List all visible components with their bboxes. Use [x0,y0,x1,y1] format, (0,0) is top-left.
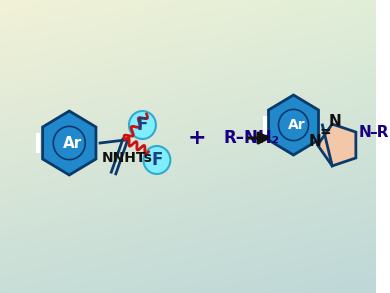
Polygon shape [268,95,319,155]
Text: Ar: Ar [62,135,82,151]
Polygon shape [43,111,96,175]
Text: F: F [151,151,163,169]
Text: N: N [359,125,372,139]
Text: F: F [137,116,148,134]
Text: =: = [319,125,331,139]
Circle shape [144,146,170,174]
Text: –R: –R [369,125,389,139]
Text: +: + [188,128,207,148]
Polygon shape [317,124,356,166]
Text: R–NH₂: R–NH₂ [223,129,279,147]
Text: N: N [329,114,342,129]
Text: Ar: Ar [287,118,305,132]
Circle shape [129,111,156,139]
Text: NNHTs: NNHTs [101,151,152,165]
Text: N: N [308,134,321,149]
